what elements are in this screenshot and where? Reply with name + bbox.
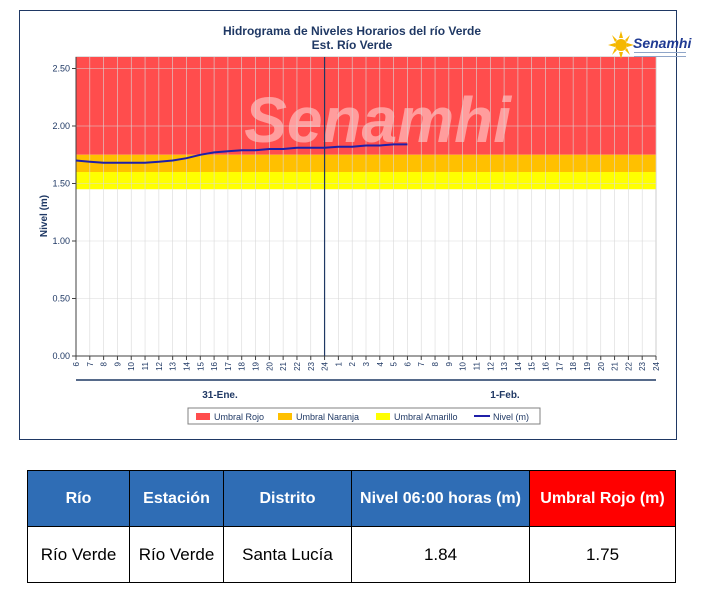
x-tick-label: 9 [445, 361, 454, 366]
cell-distrito: Santa Lucía [223, 526, 352, 583]
legend-label-naranja: Umbral Naranja [296, 412, 359, 422]
x-tick-label: 2 [348, 361, 357, 366]
station-table: Río Estación Distrito Nivel 06:00 horas … [27, 470, 676, 583]
y-tick-label: 2.50 [52, 64, 70, 74]
chart-title: Hidrograma de Niveles Horarios del río V… [223, 24, 481, 38]
y-tick-label: 0.50 [52, 294, 70, 304]
senamhi-logo: Senamhi [608, 29, 692, 63]
x-tick-label: 10 [459, 361, 468, 370]
cell-umbral-rojo: 1.75 [529, 526, 676, 583]
x-tick-label: 4 [376, 361, 385, 366]
table-row: Río Verde Río Verde Santa Lucía 1.84 1.7… [27, 526, 676, 583]
header-nivel: Nivel 06:00 horas (m) [351, 470, 530, 527]
x-tick-label: 10 [127, 361, 136, 370]
x-tick-label: 6 [72, 361, 81, 366]
x-tick-label: 1 [334, 361, 343, 366]
x-tick-label: 3 [362, 361, 371, 366]
x-tick-label: 18 [238, 361, 247, 370]
x-tick-label: 13 [500, 361, 509, 370]
day-label-2: 1-Feb. [490, 390, 520, 401]
x-tick-label: 8 [431, 361, 440, 366]
chart-legend: Umbral Rojo Umbral Naranja Umbral Amaril… [187, 407, 541, 425]
cell-rio: Río Verde [27, 526, 130, 583]
chart-frame: Hidrograma de Niveles Horarios del río V… [19, 10, 691, 440]
legend-swatch-amarillo [376, 413, 390, 420]
legend-box [187, 407, 541, 425]
hydrograph-chart: Hidrograma de Niveles Horarios del río V… [39, 24, 661, 425]
x-tick-label: 7 [417, 361, 426, 366]
x-tick-label: 11 [141, 361, 150, 370]
x-tick-label: 17 [224, 361, 233, 370]
x-tick-label: 16 [542, 361, 551, 370]
legend-swatch-naranja [278, 413, 292, 420]
logo-text: Senamhi [633, 35, 692, 51]
x-tick-label: 20 [597, 361, 606, 370]
y-tick-label: 0.00 [52, 351, 70, 361]
x-tick-label: 19 [583, 361, 592, 370]
x-tick-label: 21 [279, 361, 288, 370]
x-tick-label: 5 [390, 361, 399, 366]
y-tick-label: 2.00 [52, 121, 70, 131]
legend-swatch-rojo [196, 413, 210, 420]
legend-label-rojo: Umbral Rojo [214, 412, 264, 422]
x-tick-label: 9 [113, 361, 122, 366]
watermark: Senamhi [244, 84, 512, 156]
x-tick-label: 11 [472, 361, 481, 370]
header-umbral-rojo: Umbral Rojo (m) [529, 470, 676, 527]
table-header-row: Río Estación Distrito Nivel 06:00 horas … [27, 470, 676, 527]
x-tick-label: 23 [307, 361, 316, 370]
y-tick-label: 1.50 [52, 179, 70, 189]
x-tick-label: 15 [528, 361, 537, 370]
x-tick-label: 14 [514, 361, 523, 370]
y-tick-label: 1.00 [52, 236, 70, 246]
series-line-nivel [75, 143, 408, 164]
x-tick-label: 13 [169, 361, 178, 370]
x-tick-label: 20 [265, 361, 274, 370]
x-tick-label: 21 [611, 361, 620, 370]
x-tick-label: 22 [624, 361, 633, 370]
x-tick-label: 17 [555, 361, 564, 370]
header-rio: Río [27, 470, 130, 527]
logo-subtitle-lines [634, 52, 686, 57]
x-tick-label: 8 [100, 361, 109, 366]
x-tick-label: 12 [486, 361, 495, 370]
x-tick-label: 15 [196, 361, 205, 370]
header-estacion: Estación [129, 470, 224, 527]
y-axis-label: Nivel (m) [39, 195, 50, 237]
x-tick-label: 14 [182, 361, 191, 370]
x-tick-label: 7 [86, 361, 95, 366]
x-tick-label: 18 [569, 361, 578, 370]
x-tick-label: 16 [210, 361, 219, 370]
day-label-1: 31-Ene. [202, 390, 238, 401]
sun-icon [608, 31, 634, 59]
cell-estacion: Río Verde [129, 526, 224, 583]
x-tick-label: 22 [293, 361, 302, 370]
x-tick-label: 24 [321, 361, 330, 370]
chart-subtitle: Est. Río Verde [312, 38, 393, 52]
x-tick-label: 23 [638, 361, 647, 370]
x-tick-label: 19 [252, 361, 261, 370]
legend-label-amarillo: Umbral Amarillo [394, 412, 458, 422]
x-tick-label: 24 [652, 361, 661, 370]
x-tick-label: 6 [403, 361, 412, 366]
cell-nivel: 1.84 [351, 526, 530, 583]
x-tick-label: 12 [155, 361, 164, 370]
header-distrito: Distrito [223, 470, 352, 527]
legend-label-nivel: Nivel (m) [493, 412, 529, 422]
